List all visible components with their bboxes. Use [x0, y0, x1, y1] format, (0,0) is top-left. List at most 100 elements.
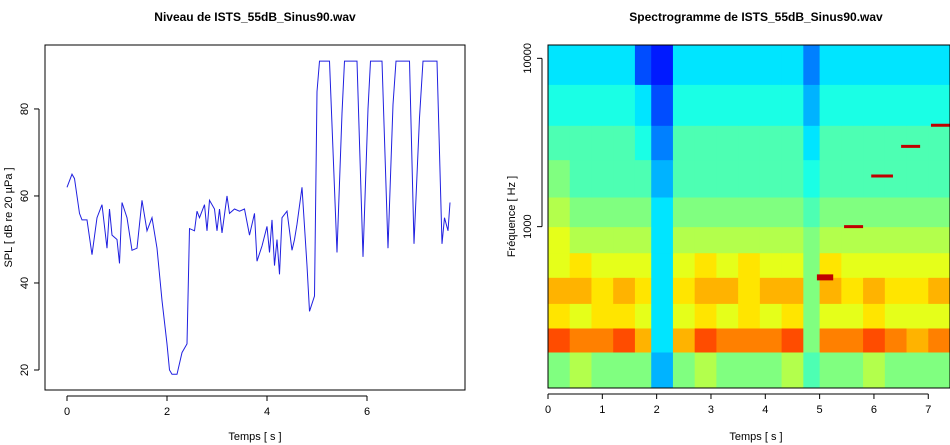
- y-tick-label: 60: [19, 190, 31, 202]
- heatmap-cell: [863, 277, 886, 304]
- heatmap-cell: [613, 351, 636, 389]
- heatmap-cell: [716, 277, 739, 304]
- heatmap-cell: [672, 125, 696, 161]
- heatmap-cell: [591, 277, 614, 304]
- heatmap-cell: [863, 327, 886, 353]
- heatmap-cell: [906, 84, 929, 126]
- heatmap-cell: [884, 277, 908, 304]
- heatmap-cell: [759, 303, 783, 329]
- heatmap-cell: [863, 45, 886, 85]
- heatmap-cell: [651, 84, 674, 126]
- heatmap-cell: [548, 159, 571, 198]
- heatmap-cell: [759, 197, 783, 228]
- heatmap-cell: [906, 226, 929, 254]
- plot-frame: [44, 44, 466, 391]
- heatmap-cell: [841, 197, 864, 228]
- heatmap-cell: [781, 197, 804, 228]
- heatmap-cell: [884, 252, 908, 278]
- heatmap-cell: [613, 197, 636, 228]
- heatmap-cell: [613, 226, 636, 254]
- heatmap-cell: [569, 125, 592, 161]
- heatmap-cell: [863, 197, 886, 228]
- heatmap-cell: [841, 351, 864, 389]
- chart-title: Spectrogramme de ISTS_55dB_Sinus90.wav: [629, 10, 883, 24]
- heatmap-cell: [694, 327, 717, 353]
- heatmap-cell: [928, 277, 950, 304]
- heatmap-cell: [651, 159, 674, 198]
- y-tick-label: 1000: [522, 214, 534, 238]
- heatmap-cell: [569, 252, 592, 278]
- heatmap-cell: [548, 252, 571, 278]
- heatmap-cell: [781, 252, 804, 278]
- heatmap-cell: [591, 351, 614, 389]
- heatmap-cell: [906, 303, 929, 329]
- heatmap-cell: [759, 159, 783, 198]
- heatmap-cell: [716, 197, 739, 228]
- heatmap-cell: [738, 303, 761, 329]
- heatmap-cell: [884, 226, 908, 254]
- heatmap-cell: [819, 125, 842, 161]
- y-tick-label: 20: [19, 364, 31, 376]
- heatmap-cell: [613, 252, 636, 278]
- heatmap-cell: [884, 197, 908, 228]
- heatmap-cell: [819, 303, 842, 329]
- heatmap-cell: [569, 277, 592, 304]
- heatmap-cell: [548, 226, 571, 254]
- heatmap-cell: [819, 226, 842, 254]
- heatmap-cell: [716, 84, 739, 126]
- heatmap-cell: [781, 84, 804, 126]
- heatmap-cell: [863, 125, 886, 161]
- heatmap-cell: [884, 125, 908, 161]
- heatmap-cell: [634, 45, 652, 85]
- heatmap-cell: [672, 197, 696, 228]
- x-axis-title: Temps [ s ]: [729, 431, 782, 443]
- heatmap-cell: [548, 125, 571, 161]
- heatmap-cell: [863, 303, 886, 329]
- heatmap-cell: [651, 197, 674, 228]
- heatmap-cell: [928, 351, 950, 389]
- line-series: [66, 60, 451, 375]
- heatmap-cell: [672, 226, 696, 254]
- heatmap-cell: [548, 277, 571, 304]
- x-tick-label: 6: [871, 404, 877, 416]
- heatmap-cell: [672, 277, 696, 304]
- heatmap-cell: [569, 226, 592, 254]
- heatmap-cell: [591, 125, 614, 161]
- heatmap-cell: [738, 125, 761, 161]
- heatmap-cell: [672, 303, 696, 329]
- heatmap-cell: [841, 226, 864, 254]
- heatmap-cell: [548, 197, 571, 228]
- heatmap-cell: [841, 252, 864, 278]
- heatmap-cell: [803, 159, 821, 198]
- heatmap-cell: [819, 197, 842, 228]
- heatmap-cell: [738, 351, 761, 389]
- heatmap-cell: [803, 197, 821, 228]
- heatmap-cell: [759, 351, 783, 389]
- heatmap-cell: [781, 327, 804, 353]
- heatmap-cell: [803, 351, 821, 389]
- heatmap-cell: [863, 226, 886, 254]
- heatmap-cell: [884, 351, 908, 389]
- heatmap-cell: [841, 45, 864, 85]
- heatmap-cell: [738, 327, 761, 353]
- heatmap-cell: [569, 45, 592, 85]
- heatmap-cell: [819, 45, 842, 85]
- heatmap-cell: [819, 277, 842, 304]
- heatmap-cell: [634, 159, 652, 198]
- heatmap: [548, 45, 950, 389]
- heatmap-cell: [569, 303, 592, 329]
- heatmap-cell: [672, 84, 696, 126]
- heatmap-cell: [906, 252, 929, 278]
- chart-title: Niveau de ISTS_55dB_Sinus90.wav: [154, 10, 356, 24]
- x-tick-label: 1: [599, 404, 605, 416]
- heatmap-cell: [716, 252, 739, 278]
- heatmap-cell: [841, 303, 864, 329]
- heatmap-cell: [884, 84, 908, 126]
- heatmap-cell: [651, 277, 674, 304]
- heatmap-cell: [613, 84, 636, 126]
- heatmap-cell: [716, 303, 739, 329]
- heatmap-cell: [548, 45, 571, 85]
- heatmap-cell: [738, 252, 761, 278]
- heatmap-cell: [781, 125, 804, 161]
